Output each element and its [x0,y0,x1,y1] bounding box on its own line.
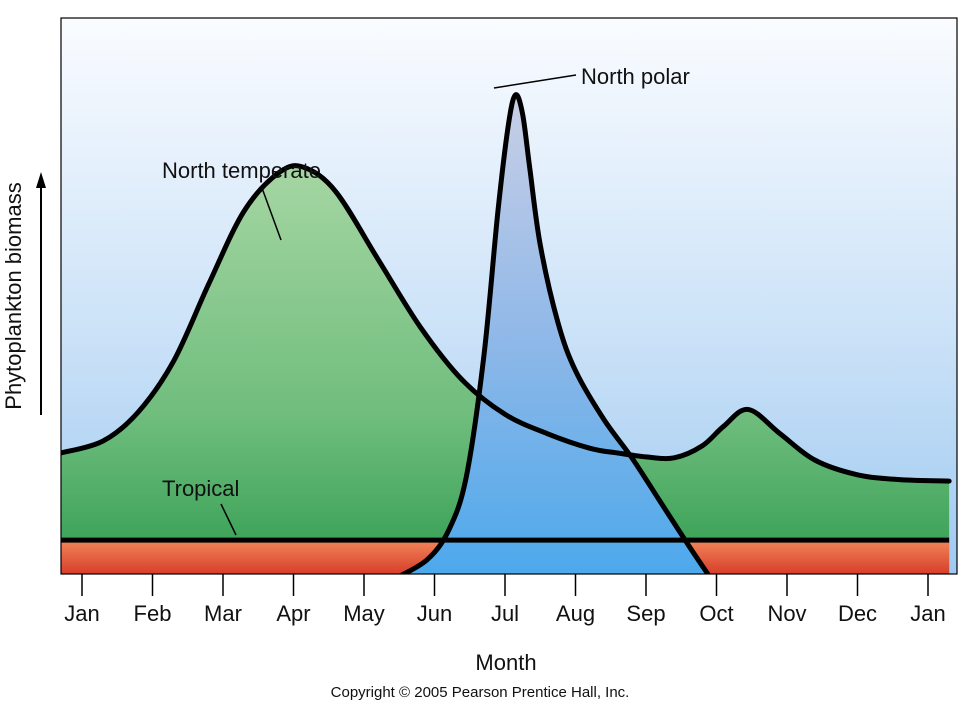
series-area-north-polar [403,94,708,574]
series-label-north-polar: North polar [581,64,690,89]
leader-tropical [220,503,237,536]
x-axis-ticks [81,574,929,596]
x-tick-label-0: Jan [64,601,99,626]
plot-frame [60,17,958,575]
x-tick-label-10: Nov [767,601,806,626]
x-tick-label-12: Jan [910,601,945,626]
y-axis-arrow [36,172,46,415]
x-tick-label-8: Sep [626,601,665,626]
series-line-north-temperate [61,163,952,484]
x-tick-label-2: Mar [204,601,242,626]
x-tick-label-5: Jun [417,601,452,626]
series-line-north-polar [398,92,711,574]
x-axis-tick-labels: Jan Feb Mar Apr May Jun Jul Aug Sep Oct Nov Dec Jan [64,601,945,626]
series-label-north-temperate: North temperate [162,158,321,183]
x-axis-title: Month [475,650,536,675]
x-tick-label-4: May [343,601,385,626]
series-area-north-temperate [61,165,950,574]
leader-north-polar [493,74,577,89]
x-tick-label-6: Jul [491,601,519,626]
series-label-tropical: Tropical [162,476,239,501]
y-axis-title: Phytoplankton biomass [1,182,26,409]
x-tick-label-11: Dec [838,601,877,626]
leader-north-temperate [261,187,282,241]
copyright-notice: Copyright © 2005 Pearson Prentice Hall, … [331,684,630,701]
x-tick-label-7: Aug [556,601,595,626]
x-tick-label-9: Oct [699,601,733,626]
x-tick-label-3: Apr [276,601,310,626]
x-tick-label-1: Feb [134,601,172,626]
